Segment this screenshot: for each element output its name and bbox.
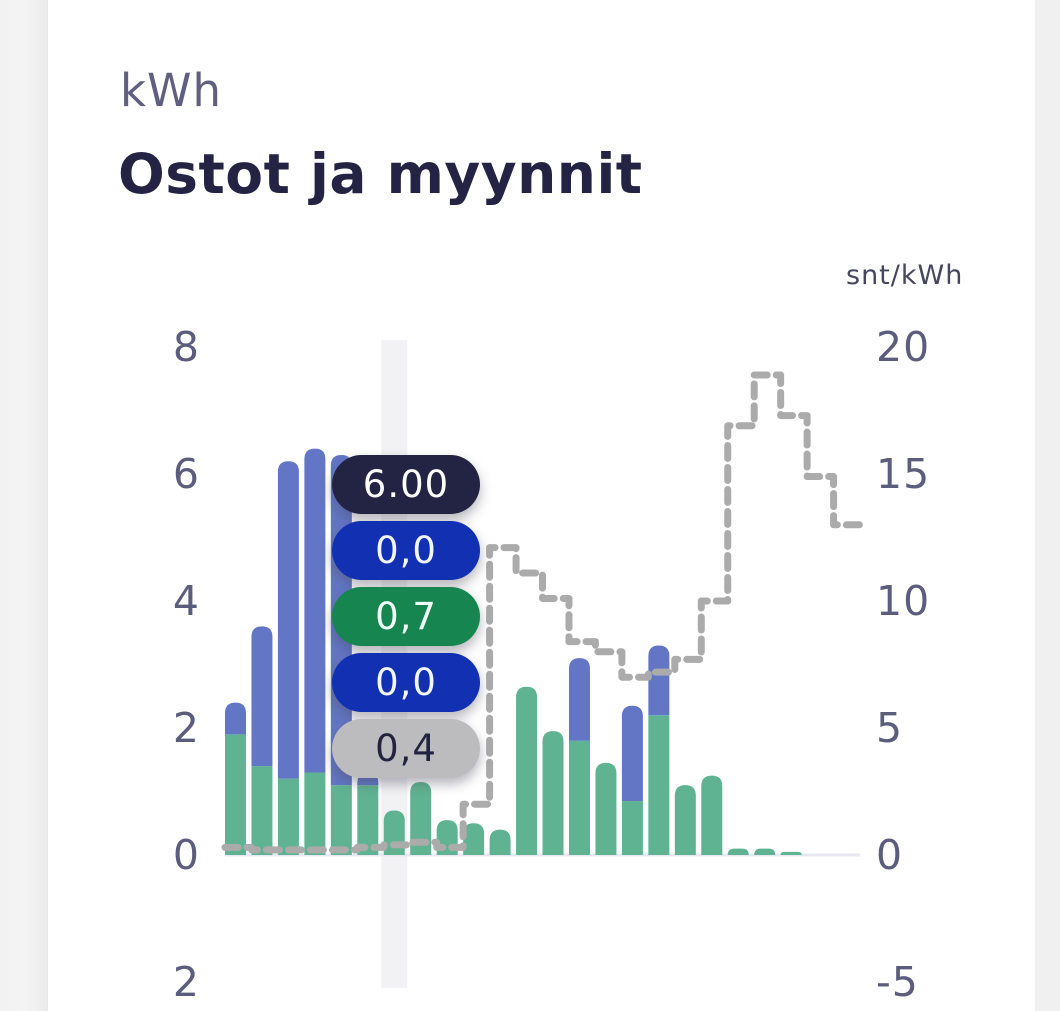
green-bar-segment[interactable] bbox=[225, 734, 246, 855]
left-axis-tick: 4 bbox=[172, 577, 200, 626]
tooltip-pill-blue-value-2: 0,0 bbox=[332, 653, 480, 712]
green-bar-segment[interactable] bbox=[357, 785, 379, 855]
green-bar-segment[interactable] bbox=[489, 829, 511, 855]
tooltip-pill-green-value: 0,7 bbox=[332, 587, 480, 646]
right-axis-tick: -5 bbox=[876, 958, 919, 1007]
tooltip-pill-time: 6.00 bbox=[332, 455, 480, 514]
right-axis-tick: 15 bbox=[876, 450, 931, 499]
green-bar-segment[interactable] bbox=[780, 851, 802, 855]
left-axis-tick: 6 bbox=[172, 450, 200, 499]
green-bar-segment[interactable] bbox=[304, 772, 326, 855]
page-title: Ostot ja myynnit bbox=[118, 142, 643, 206]
green-bar-segment[interactable] bbox=[516, 686, 538, 855]
blue-bar-segment[interactable] bbox=[621, 705, 643, 802]
unit-label: kWh bbox=[120, 64, 223, 117]
green-bar-segment[interactable] bbox=[277, 778, 299, 855]
right-axis-tick: 0 bbox=[876, 831, 904, 880]
left-axis-tick: 2 bbox=[172, 704, 200, 753]
blue-bar-segment[interactable] bbox=[251, 626, 273, 767]
tooltip-pill-price-value: 0,4 bbox=[332, 719, 480, 778]
green-bar-segment[interactable] bbox=[595, 762, 617, 855]
tooltip-pill-blue-value-1: 0,0 bbox=[332, 521, 480, 580]
price-step-line bbox=[221, 371, 864, 854]
right-axis-title: snt/kWh bbox=[846, 260, 964, 291]
green-bar-segment[interactable] bbox=[727, 848, 749, 855]
left-axis-tick: 2 bbox=[172, 958, 200, 1007]
left-axis-tick: 8 bbox=[172, 323, 200, 372]
left-axis-tick: 0 bbox=[172, 831, 200, 880]
right-axis-tick: 5 bbox=[876, 704, 904, 753]
blue-bar-segment[interactable] bbox=[648, 645, 670, 716]
green-bar-segment[interactable] bbox=[568, 740, 590, 855]
green-bar-segment[interactable] bbox=[410, 781, 432, 855]
blue-bar-segment[interactable] bbox=[225, 702, 246, 735]
green-bar-segment[interactable] bbox=[754, 848, 776, 855]
green-bar-segment[interactable] bbox=[330, 785, 352, 855]
left-gutter-band bbox=[0, 0, 48, 1011]
green-bar-segment[interactable] bbox=[674, 785, 696, 855]
green-bar-segment[interactable] bbox=[701, 775, 723, 855]
green-bar-segment[interactable] bbox=[251, 766, 273, 855]
green-bar-segment[interactable] bbox=[542, 731, 564, 855]
right-axis-tick: 10 bbox=[876, 577, 931, 626]
green-bar-segment[interactable] bbox=[463, 823, 485, 855]
right-gutter-band bbox=[1035, 0, 1060, 1011]
blue-bar-segment[interactable] bbox=[304, 448, 326, 773]
right-axis-tick: 20 bbox=[876, 323, 931, 372]
green-bar-segment[interactable] bbox=[621, 801, 643, 855]
blue-bar-segment[interactable] bbox=[568, 658, 590, 741]
green-bar-segment[interactable] bbox=[648, 715, 670, 855]
blue-bar-segment[interactable] bbox=[277, 461, 299, 779]
